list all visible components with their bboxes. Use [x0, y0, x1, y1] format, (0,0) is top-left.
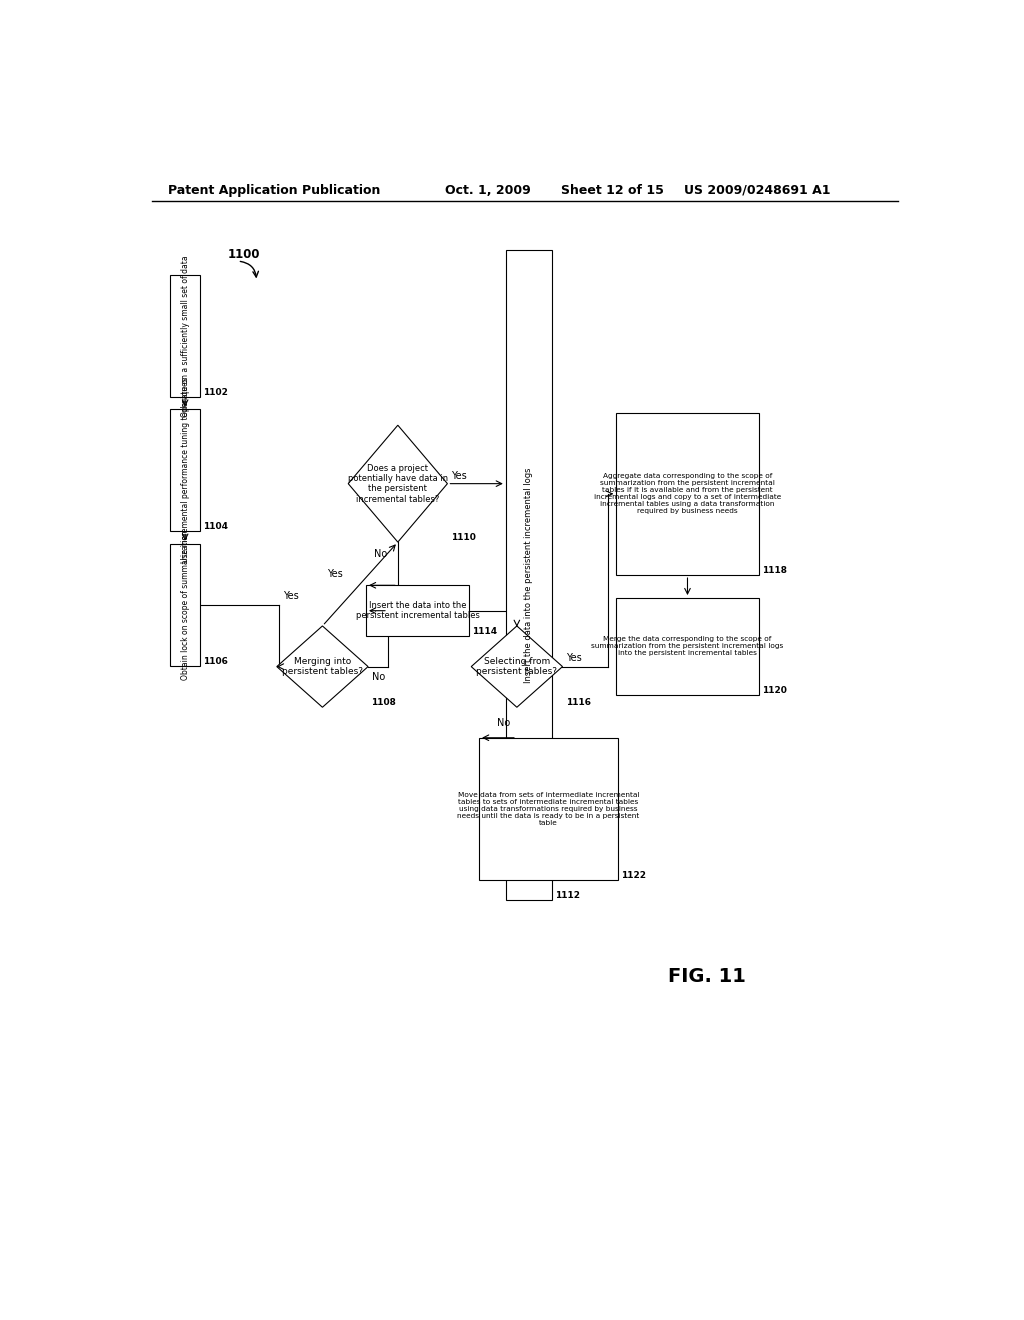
Text: No: No — [372, 672, 385, 681]
Text: Sheet 12 of 15: Sheet 12 of 15 — [560, 183, 664, 197]
Text: Patent Application Publication: Patent Application Publication — [168, 183, 380, 197]
Text: FIG. 11: FIG. 11 — [669, 968, 746, 986]
FancyArrowPatch shape — [241, 261, 258, 277]
Text: 1106: 1106 — [204, 656, 228, 665]
Text: Move data from sets of intermediate incremental
tables to sets of intermediate i: Move data from sets of intermediate incr… — [458, 792, 640, 826]
Text: No: No — [497, 718, 510, 727]
Text: Insert the data into the
persistent incremental tables: Insert the data into the persistent incr… — [355, 601, 479, 620]
Text: 1104: 1104 — [204, 523, 228, 532]
Polygon shape — [348, 425, 447, 543]
Text: 1114: 1114 — [472, 627, 498, 636]
Text: Yes: Yes — [328, 569, 343, 579]
Text: 1122: 1122 — [622, 871, 646, 880]
Text: No: No — [374, 549, 387, 560]
Text: Operate on a sufficiently small set of data: Operate on a sufficiently small set of d… — [180, 256, 189, 417]
Text: Oct. 1, 2009: Oct. 1, 2009 — [445, 183, 531, 197]
Text: 1116: 1116 — [565, 698, 591, 708]
Text: Does a project
potentially have data in
the persistent
incremental tables?: Does a project potentially have data in … — [348, 463, 447, 504]
Text: Selecting from
persistent tables?: Selecting from persistent tables? — [476, 657, 557, 676]
Text: Yes: Yes — [452, 470, 467, 480]
Text: 1120: 1120 — [762, 685, 787, 694]
Text: US 2009/0248691 A1: US 2009/0248691 A1 — [684, 183, 830, 197]
FancyBboxPatch shape — [170, 276, 201, 397]
Text: Obtain lock on scope of summarization: Obtain lock on scope of summarization — [180, 529, 189, 680]
FancyBboxPatch shape — [506, 249, 552, 900]
Text: Insert the data into the persistent incremental logs: Insert the data into the persistent incr… — [524, 467, 534, 682]
Text: 1108: 1108 — [372, 698, 396, 708]
FancyBboxPatch shape — [479, 738, 618, 880]
Text: Yes: Yes — [283, 591, 299, 602]
FancyBboxPatch shape — [616, 412, 759, 576]
Text: Merging into
persistent tables?: Merging into persistent tables? — [282, 657, 362, 676]
Text: 1112: 1112 — [555, 891, 580, 900]
Text: 1100: 1100 — [227, 248, 260, 261]
Text: 1110: 1110 — [451, 533, 475, 543]
Text: Use incremental performance tuning techniques: Use incremental performance tuning techn… — [180, 378, 189, 564]
Text: Yes: Yes — [566, 653, 583, 664]
FancyBboxPatch shape — [367, 585, 469, 636]
FancyBboxPatch shape — [170, 409, 201, 532]
Text: 1102: 1102 — [204, 388, 228, 397]
Text: Aggregate data corresponding to the scope of
summarization from the persistent i: Aggregate data corresponding to the scop… — [594, 474, 781, 515]
Text: 1118: 1118 — [762, 566, 787, 576]
FancyBboxPatch shape — [616, 598, 759, 694]
Polygon shape — [471, 626, 562, 708]
FancyBboxPatch shape — [170, 544, 201, 665]
Text: Merge the data corresponding to the scope of
summarization from the persistent i: Merge the data corresponding to the scop… — [592, 636, 783, 656]
Polygon shape — [276, 626, 368, 708]
